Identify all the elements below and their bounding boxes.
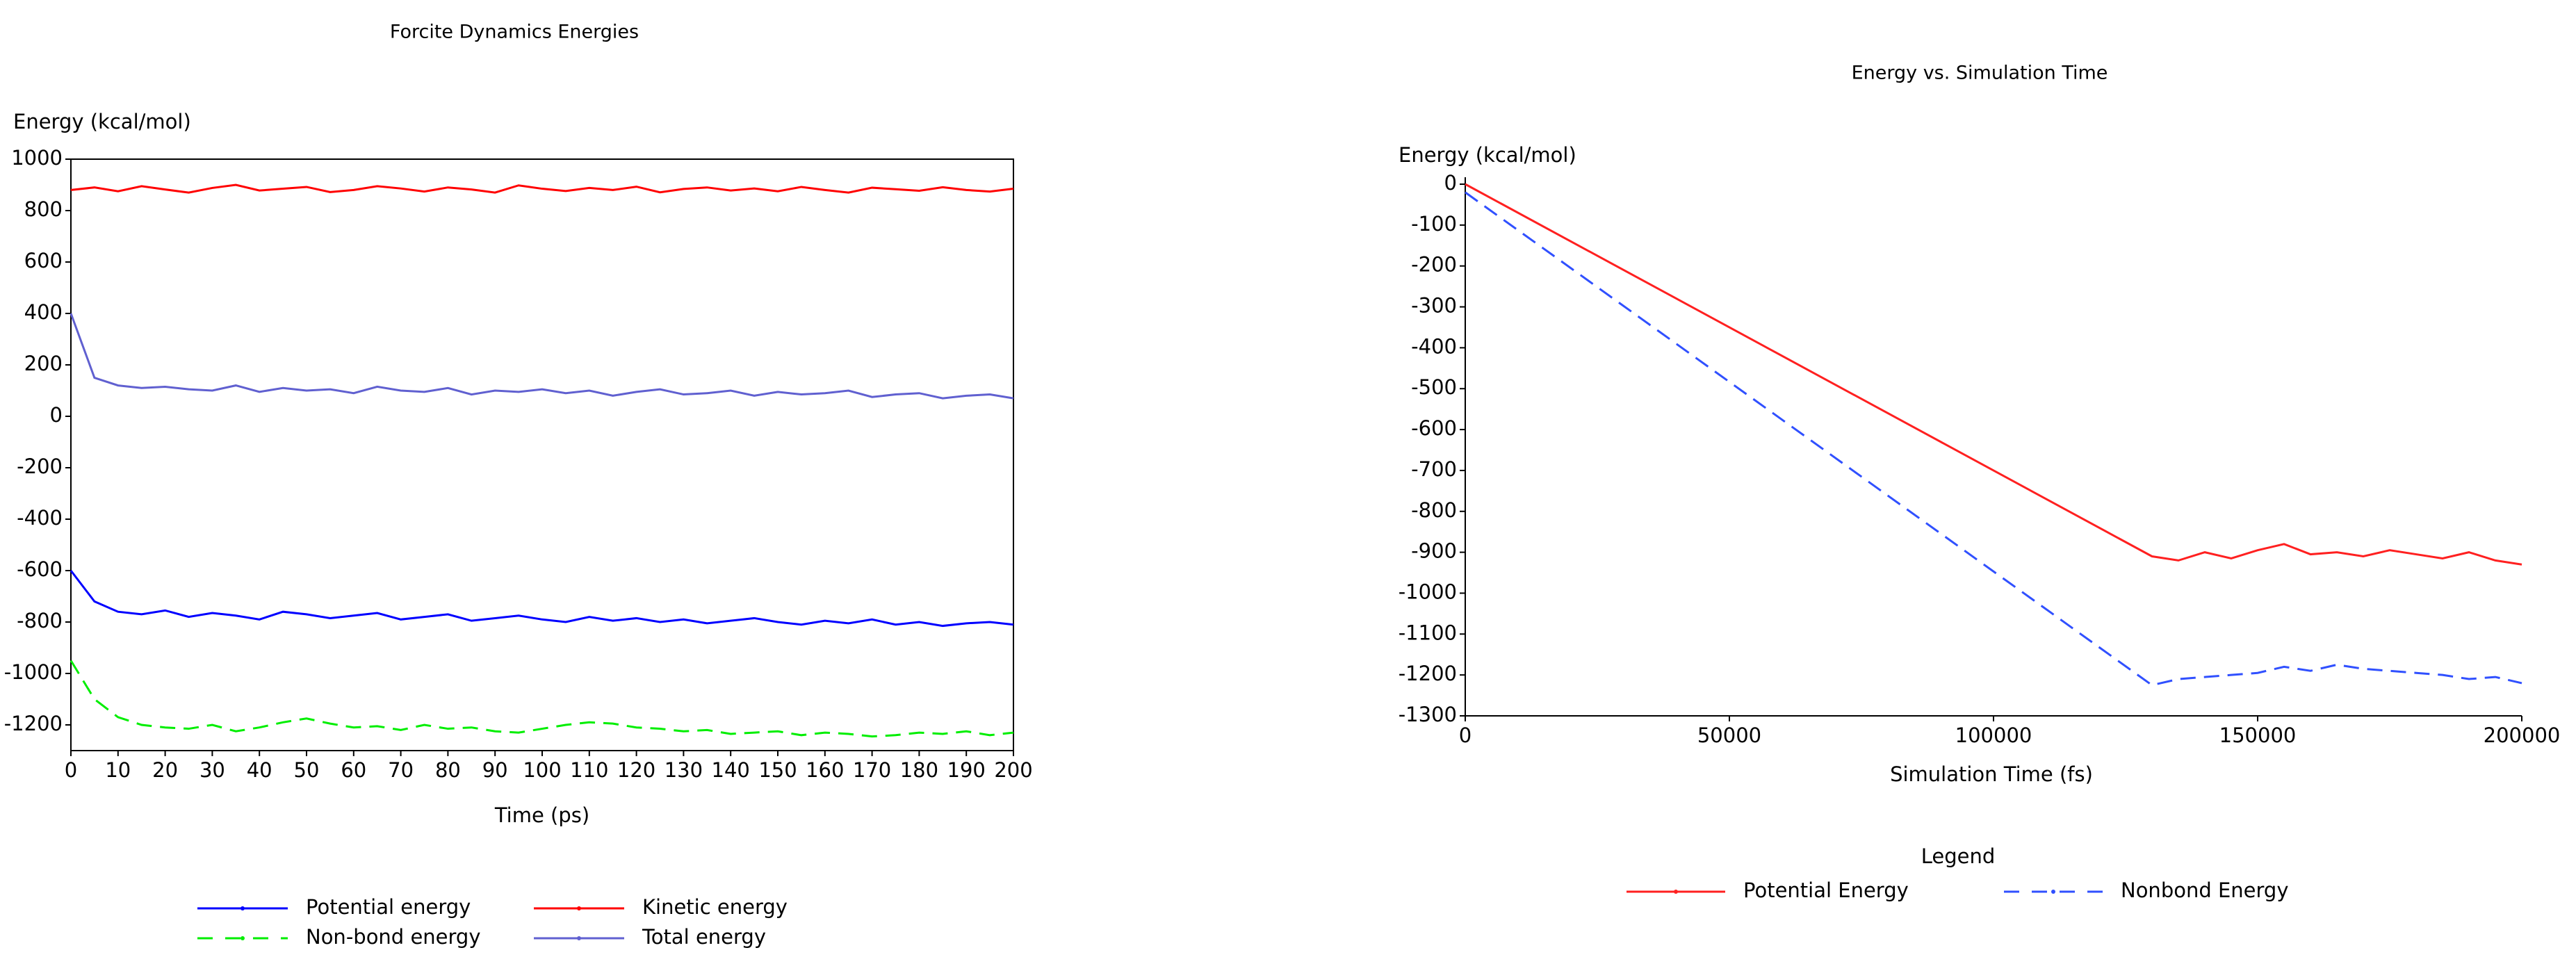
x-tick-label: 10 xyxy=(105,758,131,782)
x-tick-label: 150000 xyxy=(2219,723,2297,747)
legend-label: Potential Energy xyxy=(1743,878,1909,902)
series-line xyxy=(70,183,1014,194)
x-tick-label: 160 xyxy=(806,758,844,782)
y-tick-label: -600 xyxy=(1411,416,1457,440)
legend-label: Potential energy xyxy=(306,895,471,919)
x-tick-label: 200000 xyxy=(2484,723,2561,747)
legend-label: Non-bond energy xyxy=(306,925,480,949)
x-tick-label: 0 xyxy=(65,758,77,782)
x-tick-label: 30 xyxy=(199,758,225,782)
x-tick-label: 130 xyxy=(665,758,703,782)
y-tick-label: -1200 xyxy=(1399,662,1457,685)
legend-marker xyxy=(241,936,245,940)
y-tick-label: -800 xyxy=(1411,498,1457,522)
legend-marker xyxy=(577,936,581,940)
y-tick-label: -1300 xyxy=(1399,703,1457,726)
x-axis-label: Time (ps) xyxy=(494,803,589,827)
x-tick-label: 180 xyxy=(900,758,938,782)
y-tick-label: -200 xyxy=(17,455,63,478)
y-tick-label: -800 xyxy=(17,609,63,632)
series-line xyxy=(1465,191,2522,687)
x-tick-label: 60 xyxy=(341,758,366,782)
y-tick-label: 0 xyxy=(50,403,63,427)
chart-title: Forcite Dynamics Energies xyxy=(390,22,639,43)
y-tick-label: 600 xyxy=(24,249,63,272)
x-tick-label: 150 xyxy=(758,758,797,782)
y-tick-label: -1200 xyxy=(4,712,63,735)
x-tick-label: 200 xyxy=(994,758,1032,782)
x-tick-label: 120 xyxy=(617,758,655,782)
x-tick-label: 20 xyxy=(152,758,178,782)
y-tick-label: 200 xyxy=(24,352,63,375)
legend-marker xyxy=(241,906,245,910)
y-tick-label: -1000 xyxy=(4,660,63,684)
y-tick-label: -500 xyxy=(1411,375,1457,399)
y-tick-label: -700 xyxy=(1411,457,1457,481)
y-tick-label: 800 xyxy=(24,197,63,221)
x-tick-label: 50000 xyxy=(1697,723,1761,747)
x-tick-label: 170 xyxy=(853,758,891,782)
y-tick-label: -100 xyxy=(1411,212,1457,236)
x-tick-label: 190 xyxy=(947,758,986,782)
series-line xyxy=(70,313,1014,400)
x-tick-label: 0 xyxy=(1459,723,1472,747)
y-axis-label: Energy (kcal/mol) xyxy=(1399,143,1576,167)
y-tick-label: -200 xyxy=(1411,253,1457,277)
x-tick-label: 110 xyxy=(570,758,608,782)
x-tick-label: 100000 xyxy=(1955,723,2032,747)
y-tick-label: -1100 xyxy=(1399,621,1457,644)
x-tick-label: 100 xyxy=(523,758,561,782)
x-tick-label: 80 xyxy=(435,758,461,782)
x-tick-label: 40 xyxy=(247,758,272,782)
y-tick-label: -400 xyxy=(1411,334,1457,358)
y-tick-label: -400 xyxy=(17,506,63,530)
legend-marker xyxy=(2051,890,2055,894)
legend-label: Kinetic energy xyxy=(642,895,788,919)
y-tick-label: -1000 xyxy=(1399,580,1457,603)
legend-label: Total energy xyxy=(642,925,766,949)
legend-marker xyxy=(1674,890,1678,894)
plot-frame xyxy=(70,158,1014,751)
x-tick-label: 140 xyxy=(712,758,750,782)
x-axis-label: Simulation Time (fs) xyxy=(1890,762,2093,786)
series-line xyxy=(1465,183,2522,566)
x-tick-label: 70 xyxy=(388,758,414,782)
y-tick-label: -300 xyxy=(1411,294,1457,318)
x-tick-label: 90 xyxy=(482,758,508,782)
y-axis-label: Energy (kcal/mol) xyxy=(13,110,191,133)
y-tick-label: 1000 xyxy=(11,146,63,170)
x-tick-label: 50 xyxy=(294,758,320,782)
y-tick-label: 0 xyxy=(1444,171,1457,195)
series-line xyxy=(70,570,1014,628)
series-line xyxy=(70,660,1014,738)
legend-label: Nonbond Energy xyxy=(2121,878,2289,902)
y-tick-label: 400 xyxy=(24,300,63,324)
y-tick-label: -900 xyxy=(1411,539,1457,563)
legend-title: Legend xyxy=(1921,844,1996,868)
y-tick-label: -600 xyxy=(17,557,63,581)
chart-title: Energy vs. Simulation Time xyxy=(1852,63,2108,84)
legend-marker xyxy=(577,906,581,910)
